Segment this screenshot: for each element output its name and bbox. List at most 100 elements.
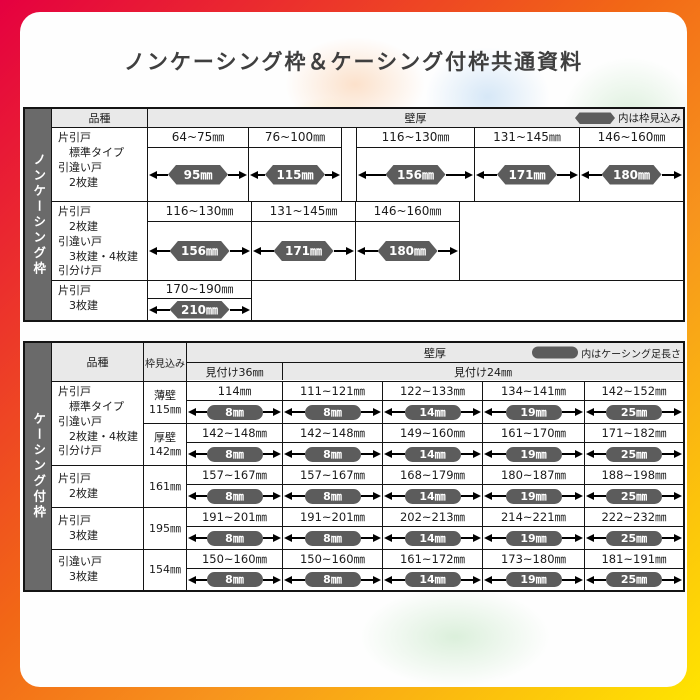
spec-cell: 134~141㎜ 19㎜: [483, 382, 585, 423]
wall-thickness-range: 188~198㎜: [585, 466, 683, 485]
dimension-arrow: 171㎜: [252, 222, 355, 280]
dimension-arrow: 19㎜: [483, 569, 584, 590]
spec-cell: 116~130㎜ 156㎜: [357, 128, 475, 201]
spec-cell: 171~182㎜ 25㎜: [585, 424, 683, 465]
leg-length-pill: 19㎜: [505, 572, 562, 587]
dimension-arrow: 25㎜: [585, 443, 683, 465]
arrow-line: [258, 173, 265, 176]
product-type-line: 片引戸: [58, 205, 91, 218]
arrow-left-icon: [357, 247, 365, 255]
arrow-line: [262, 453, 273, 455]
leg-length-pill: 14㎜: [404, 572, 461, 587]
product-type-line: 2枚建: [58, 175, 98, 189]
arrow-line: [157, 250, 170, 252]
leg-length-pill: 8㎜: [304, 446, 361, 462]
arrow-left-icon: [484, 492, 492, 500]
legend: 内はケーシング足長さ: [532, 345, 681, 360]
arrow-right-icon: [570, 170, 578, 179]
arrow-right-icon: [242, 247, 250, 255]
dimension-arrow: 8㎜: [283, 401, 382, 423]
dimension-arrow: 210㎜: [148, 299, 251, 320]
arrow-line: [492, 495, 506, 497]
arrow-left-icon: [284, 450, 292, 458]
leg-length-pill: 19㎜: [505, 488, 562, 504]
page-card: ノンケーシング枠＆ケーシング付枠共通資料 ノンケーシング枠 品種 壁厚 内は枠見…: [20, 12, 687, 687]
arrow-line: [262, 495, 273, 497]
wall-thickness-range: 222~232㎜: [585, 508, 683, 527]
wall-thickness-range: 191~201㎜: [283, 508, 382, 527]
arrow-left-icon: [484, 408, 492, 416]
arrow-left-icon: [284, 534, 292, 542]
dimension-arrow: 8㎜: [283, 443, 382, 465]
dimension-arrow: 171㎜: [475, 148, 579, 201]
dimension-arrow: 19㎜: [483, 443, 584, 465]
product-type-cell: 片引戸 3枚建: [52, 508, 144, 549]
arrow-line: [365, 250, 378, 252]
wall-thickness-range: 161~170㎜: [483, 424, 584, 443]
arrow-left-icon: [188, 575, 196, 584]
arrow-right-icon: [273, 408, 281, 416]
arrow-left-icon: [484, 534, 492, 542]
arrow-left-icon: [384, 450, 392, 458]
arrow-right-icon: [346, 247, 354, 255]
arrow-line: [460, 537, 473, 539]
frame-depth-cell: 154㎜: [144, 550, 187, 590]
arrow-line: [392, 537, 405, 539]
spec-cell: 131~145㎜ 171㎜: [252, 202, 356, 280]
dimension-arrow: 115㎜: [249, 148, 341, 201]
product-type-line: 引違い戸: [58, 555, 102, 568]
product-type-line: 3枚建・4枚建: [58, 249, 138, 263]
arrow-right-icon: [242, 305, 250, 314]
table-side-band: ケーシング付枠: [25, 343, 52, 590]
frame-depth-pill: 171㎜: [273, 241, 334, 261]
arrow-line: [360, 411, 373, 413]
dimension-arrow: 8㎜: [187, 401, 282, 423]
arrow-line: [229, 250, 242, 252]
col-header-wall: 壁厚 内はケーシング足長さ: [187, 343, 683, 362]
arrow-line: [392, 578, 405, 581]
product-type-line: 片引戸: [58, 472, 91, 485]
leg-length-pill: 14㎜: [404, 488, 461, 504]
spec-cell: 150~160㎜ 8㎜: [283, 550, 383, 590]
product-type-line: 片引戸: [58, 131, 91, 144]
arrow-right-icon: [473, 408, 481, 416]
leg-length-pill: 8㎜: [206, 572, 263, 587]
product-type-line: 標準タイプ: [58, 399, 124, 413]
arrow-right-icon: [575, 575, 583, 584]
wall-thickness-range: 142~152㎜: [585, 382, 683, 401]
product-type-line: 2枚建: [58, 486, 98, 500]
arrow-line: [360, 495, 373, 497]
spec-cell: 157~167㎜ 8㎜: [283, 466, 383, 507]
arrow-right-icon: [473, 492, 481, 500]
leg-length-pill: 19㎜: [505, 530, 562, 546]
dimension-arrow: 180㎜: [580, 148, 683, 201]
arrow-right-icon: [473, 450, 481, 458]
arrow-right-icon: [575, 534, 583, 542]
leg-length-pill: 8㎜: [206, 446, 263, 462]
spec-cell: 76~100㎜ 115㎜: [249, 128, 342, 201]
legend-pill-icon: [575, 112, 615, 124]
product-type-line: 2枚建: [58, 219, 98, 233]
table-side-band: ノンケーシング枠: [25, 109, 52, 320]
arrow-left-icon: [581, 170, 589, 179]
arrow-left-icon: [188, 534, 196, 542]
leg-length-pill: 8㎜: [304, 404, 361, 420]
arrow-left-icon: [484, 450, 492, 458]
arrow-line: [594, 453, 606, 455]
arrow-line: [662, 578, 674, 581]
spec-cell: 173~180㎜ 19㎜: [483, 550, 585, 590]
leg-length-pill: 8㎜: [304, 530, 361, 546]
arrow-line: [484, 173, 497, 176]
frame-depth-cell: 厚壁 142㎜: [144, 424, 187, 465]
arrow-line: [292, 411, 305, 413]
arrow-left-icon: [586, 575, 594, 584]
arrow-right-icon: [473, 575, 481, 584]
product-type-line: 2枚建・4枚建: [58, 429, 138, 443]
arrow-line: [196, 411, 207, 413]
col-header-kind: 品種: [52, 343, 144, 381]
arrow-line: [561, 578, 575, 581]
arrow-line: [392, 495, 405, 497]
spec-cell: 150~160㎜ 8㎜: [187, 550, 283, 590]
arrow-line: [157, 173, 168, 176]
wall-thickness-range: 76~100㎜: [249, 128, 341, 148]
